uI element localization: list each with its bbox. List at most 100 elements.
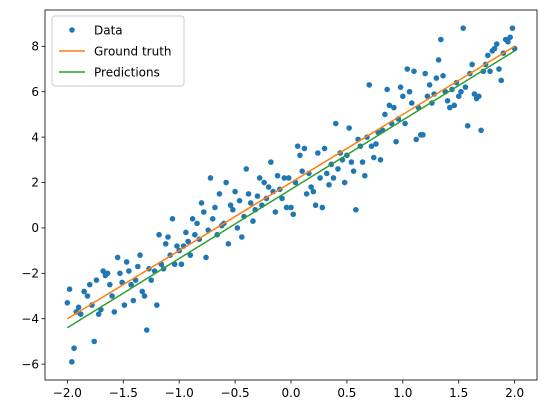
data-point: [330, 175, 337, 181]
data-point: [411, 68, 417, 75]
data-point: [239, 234, 245, 240]
data-point: [137, 252, 143, 258]
data-point: [326, 181, 332, 188]
data-point: [294, 143, 301, 149]
data-point: [130, 297, 137, 304]
data-point: [308, 184, 314, 190]
x-tick-label: −1.5: [109, 386, 138, 400]
data-point: [310, 188, 317, 195]
x-tick-label: 0.0: [281, 386, 300, 400]
legend-label: Predictions: [94, 65, 160, 79]
data-point: [384, 86, 390, 93]
data-point: [212, 204, 218, 211]
data-point: [126, 268, 132, 274]
data-point: [93, 277, 100, 283]
data-point: [268, 159, 274, 165]
data-point: [156, 231, 162, 238]
data-point: [424, 93, 431, 100]
data-point: [366, 82, 373, 88]
data-point: [256, 175, 263, 181]
data-point: [261, 179, 267, 186]
data-point: [178, 261, 185, 268]
data-point: [413, 136, 420, 143]
x-tick-label: −1.0: [165, 386, 194, 400]
data-point: [299, 168, 305, 174]
data-point: [491, 45, 498, 52]
data-point: [198, 200, 205, 206]
data-point: [353, 206, 359, 213]
data-point: [66, 286, 73, 293]
data-point: [297, 152, 303, 159]
data-point: [426, 82, 433, 88]
data-point: [81, 288, 87, 295]
y-axis: −6 −4 −2 0 2 4 6 8: [21, 40, 45, 371]
data-point: [460, 25, 467, 31]
data-point: [86, 281, 93, 288]
data-point: [225, 241, 232, 247]
data-point: [496, 66, 502, 72]
data-point: [203, 254, 209, 261]
data-point: [227, 202, 234, 209]
data-point: [505, 38, 511, 45]
data-point: [183, 229, 189, 236]
data-point: [373, 141, 379, 147]
data-point: [458, 88, 464, 95]
data-point: [312, 202, 319, 209]
data-point: [100, 268, 106, 274]
data-point: [451, 102, 458, 109]
x-tick-label: 2.0: [505, 386, 524, 400]
data-point: [507, 34, 513, 41]
legend-label: Ground truth: [94, 44, 172, 58]
data-point: [174, 243, 180, 249]
data-point: [187, 252, 194, 258]
data-point: [111, 309, 118, 315]
data-point: [433, 75, 440, 81]
data-point: [148, 277, 155, 283]
x-axis: −2.0 −1.5 −1.0 −0.5 0.0 0.5 1.0 1.5 2.0: [53, 380, 524, 400]
data-point: [209, 216, 216, 222]
data-point: [321, 145, 328, 152]
data-point: [438, 36, 444, 43]
data-point: [469, 61, 475, 68]
data-point: [397, 84, 404, 90]
data-point: [143, 327, 150, 333]
data-point: [487, 68, 493, 75]
data-point: [382, 111, 388, 118]
data-point: [341, 179, 348, 186]
data-point: [245, 191, 252, 197]
data-point: [69, 359, 75, 365]
data-layer: [64, 25, 518, 365]
data-point: [64, 300, 71, 306]
data-point: [478, 127, 484, 134]
data-point: [84, 293, 91, 299]
x-tick-label: 1.5: [449, 386, 468, 400]
legend-marker: [69, 27, 75, 33]
data-point: [254, 193, 261, 199]
data-point: [386, 102, 393, 109]
ground-truth-line: [66, 45, 516, 320]
data-point: [75, 304, 82, 311]
data-point: [232, 188, 238, 195]
data-point: [471, 91, 478, 97]
data-point: [121, 302, 128, 308]
data-point: [141, 293, 148, 299]
data-point: [207, 175, 214, 181]
data-point: [107, 281, 113, 288]
legend-entries: Data Ground truth Predictions: [59, 23, 172, 79]
data-point: [317, 175, 323, 181]
data-point: [476, 93, 482, 100]
y-tick-label: 6: [31, 85, 39, 99]
data-point: [272, 209, 279, 215]
data-point: [323, 170, 330, 177]
data-point: [114, 254, 121, 261]
predictions-line: [66, 50, 516, 329]
data-point: [189, 216, 196, 222]
data-point: [485, 52, 491, 59]
y-tick-label: 0: [31, 221, 39, 235]
data-point: [350, 168, 357, 174]
data-point: [200, 209, 207, 215]
data-point: [135, 263, 141, 270]
data-point: [279, 195, 285, 202]
data-point: [315, 150, 321, 156]
data-point: [319, 204, 326, 211]
